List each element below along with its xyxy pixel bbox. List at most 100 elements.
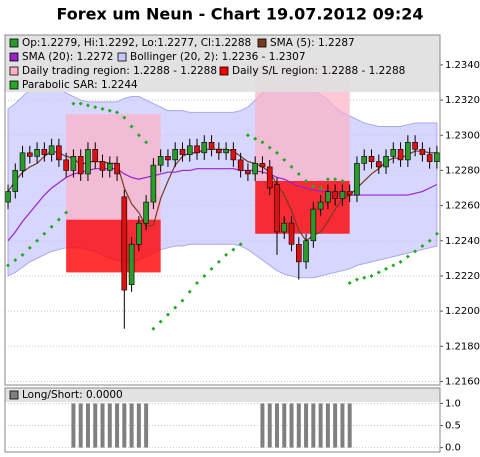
sar-dot: [93, 105, 98, 110]
bar: [100, 403, 105, 448]
sar-dot: [325, 177, 330, 182]
candle-body: [121, 196, 128, 291]
candle-body: [368, 156, 375, 162]
y-tick-label: 1.2280: [445, 165, 480, 176]
sar-dot: [354, 277, 359, 282]
candle-body: [223, 149, 229, 154]
candle-body: [412, 141, 418, 150]
y-tick-label: 1.0: [445, 398, 461, 409]
y-tick-label: 0.5: [445, 421, 461, 432]
legend-swatch: [257, 38, 267, 48]
sar-dot: [245, 133, 250, 138]
bar: [129, 403, 134, 448]
sar-dot: [144, 140, 149, 145]
sar-dot: [187, 289, 192, 294]
sar-dot: [296, 171, 301, 176]
plot-layer: [71, 403, 352, 448]
candle-body: [208, 141, 215, 150]
candle-body: [361, 156, 368, 164]
candle-body: [259, 163, 266, 168]
legend-background: [5, 35, 440, 92]
bar: [93, 403, 98, 448]
sar-dot: [289, 164, 294, 169]
candle-body: [383, 156, 389, 168]
candle-body: [252, 163, 258, 175]
candle-body: [70, 156, 77, 171]
candle-body: [332, 191, 338, 199]
candle-body: [92, 149, 99, 162]
candle-body: [136, 222, 142, 245]
sar-dot: [427, 238, 432, 243]
candle-body: [216, 149, 222, 154]
candle-body: [19, 152, 26, 171]
sar-dot: [405, 254, 410, 259]
sl-region: [255, 180, 350, 234]
sar-dot: [49, 224, 54, 229]
sar-dot: [267, 145, 272, 150]
candle-body: [405, 141, 411, 161]
sar-dot: [122, 115, 127, 120]
candle-body: [419, 149, 426, 155]
candle-body: [5, 191, 11, 203]
legend-swatch: [219, 66, 229, 76]
sar-dot: [6, 263, 10, 268]
bar: [85, 403, 90, 448]
bar: [107, 403, 112, 448]
sar-dot: [180, 298, 185, 303]
candle-body: [34, 149, 40, 157]
candle-body: [27, 152, 33, 157]
candle-body: [63, 159, 69, 171]
sar-dot: [20, 252, 25, 257]
sar-dot: [165, 312, 170, 317]
legend-label: Op:1.2279, Hi:1.2292, Lo:1.2277, Cl:1.22…: [22, 37, 251, 49]
candle-body: [48, 145, 55, 155]
candle-body: [354, 163, 360, 196]
candle-body: [201, 141, 208, 154]
sar-dot: [238, 242, 243, 247]
bar: [318, 403, 323, 448]
candle-body: [165, 156, 171, 161]
sar-dot: [64, 210, 69, 215]
candle-body: [426, 154, 433, 162]
sar-dot: [282, 157, 287, 162]
candle-body: [390, 149, 397, 157]
legend: Long/Short: 0.0000: [5, 388, 440, 402]
legend-label: SMA (20): 1.2272: [22, 51, 113, 63]
sar-dot: [107, 108, 112, 113]
candle-body: [128, 243, 135, 286]
sar-dot: [369, 273, 374, 278]
candle-body: [150, 164, 157, 203]
bar: [289, 403, 294, 448]
sar-dot: [56, 217, 61, 222]
candle-body: [143, 201, 149, 224]
legend-label: Long/Short: 0.0000: [22, 389, 123, 401]
sar-dot: [13, 258, 18, 263]
bar: [333, 403, 338, 448]
bar: [274, 403, 279, 448]
sar-dot: [311, 184, 316, 189]
sar-dot: [398, 259, 403, 264]
bar: [144, 403, 149, 448]
bar: [340, 403, 345, 448]
candle-body: [99, 161, 106, 171]
legend-swatch: [9, 80, 19, 90]
legend-swatch: [117, 52, 127, 62]
sar-dot: [173, 305, 178, 310]
legend-swatch: [9, 52, 19, 62]
candle-body: [434, 152, 440, 162]
legend-swatch: [9, 38, 19, 48]
bar: [296, 403, 301, 448]
sar-dot: [35, 238, 40, 243]
sar-dot: [333, 177, 338, 182]
sar-dot: [209, 266, 214, 271]
plot-border: [4, 387, 441, 453]
sar-dot: [42, 231, 47, 236]
sar-dot: [231, 247, 236, 252]
y-tick-label: 1.2160: [445, 376, 480, 387]
candle-body: [288, 222, 295, 245]
candle-body: [274, 184, 280, 233]
candle-body: [295, 243, 302, 263]
legend: Op:1.2279, Hi:1.2292, Lo:1.2277, Cl:1.22…: [5, 35, 440, 92]
y-tick-label: 1.2320: [445, 95, 480, 106]
